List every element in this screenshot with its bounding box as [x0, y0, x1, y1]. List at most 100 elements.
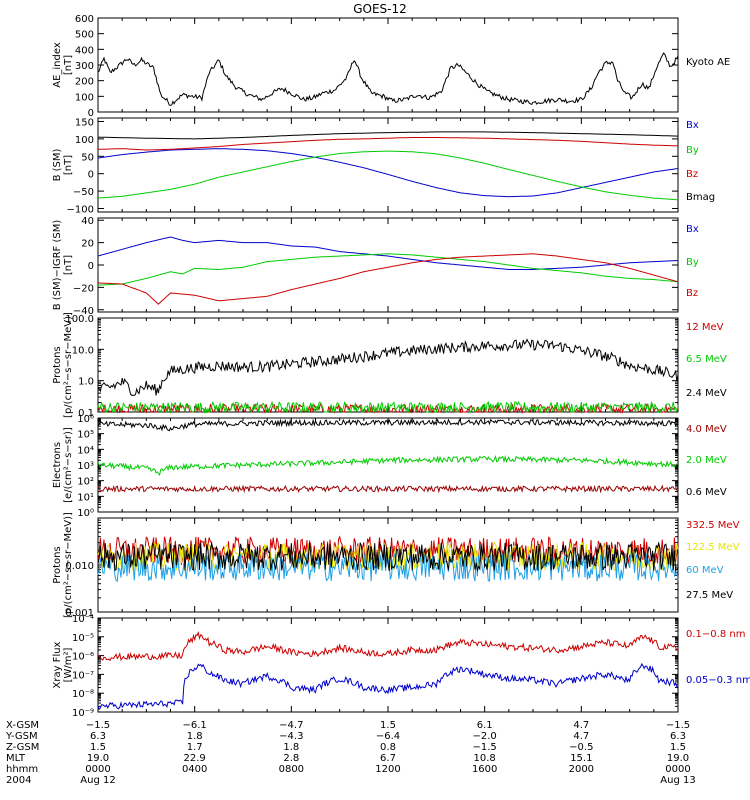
footer-value: −6.1	[183, 720, 207, 731]
series-line-4-3	[97, 338, 679, 397]
legend-label: Bmag	[686, 192, 715, 203]
footer-value: −1.5	[666, 720, 690, 731]
legend-label: Bz	[686, 169, 698, 180]
y-axis-label: Xray Flux	[52, 641, 63, 688]
legend-label: 0.1−0.8 nm	[686, 629, 745, 640]
footer-value: 15.1	[570, 753, 592, 764]
footer-value: 0400	[182, 764, 207, 775]
y-tick-label: 100	[75, 92, 94, 103]
footer-value: 19.0	[667, 753, 689, 764]
series-line-2-3	[98, 137, 679, 151]
y-axis-label: Protons	[52, 546, 63, 583]
series-line-5-1	[97, 484, 678, 494]
y-tick-label: 10⁻⁵	[72, 633, 94, 644]
legend-label: 60 MeV	[686, 565, 724, 576]
y-tick-label: 400	[75, 45, 94, 56]
footer-value: 1.5	[380, 720, 396, 731]
series-line-3-2	[98, 253, 679, 286]
footer-value: 6.7	[380, 753, 396, 764]
footer-value: 1.8	[187, 731, 203, 742]
y-axis-label: [nT]	[63, 155, 74, 175]
y-tick-label: 40	[81, 216, 94, 227]
series-line-6-4	[97, 541, 679, 573]
y-tick-label: 500	[75, 30, 94, 41]
y-tick-label: 0	[88, 261, 94, 272]
footer-value: 0.8	[380, 742, 396, 753]
y-tick-label: 50	[81, 152, 94, 163]
footer-row-label: 2004	[6, 775, 31, 786]
y-tick-label: 10⁵	[77, 430, 94, 441]
y-tick-label: 100.0	[65, 314, 94, 325]
panel-1: 0 100 200 300 400 500 600 AE_index [nT] Kyoto AE	[52, 14, 730, 119]
footer-value: 4.7	[573, 720, 589, 731]
legend-label: 0.05−0.3 nm	[686, 675, 750, 686]
y-tick-label: 20	[81, 239, 94, 250]
footer-row-label: hhmm	[6, 764, 38, 775]
y-tick-label: 0	[88, 170, 94, 181]
x-axis-ephemeris: X-GSMY-GSMZ-GSMMLThhmm2004−1.56.31.519.0…	[5, 720, 696, 786]
y-tick-label: 0.010	[65, 561, 94, 572]
footer-value: 4.7	[573, 731, 589, 742]
panel-7: 10⁻⁹ 10⁻⁸ 10⁻⁷ 10⁻⁶ 10⁻⁵ 10⁻⁴ Xray Flux [W/m²] 0…	[52, 614, 750, 719]
y-tick-label: 0	[88, 108, 94, 119]
y-tick-label: 10.0	[72, 345, 94, 356]
legend-label: 2.0 MeV	[686, 455, 727, 466]
y-tick-label: 10⁻⁶	[72, 652, 94, 663]
footer-value: 22.9	[184, 753, 206, 764]
panel-frame	[97, 217, 679, 313]
footer-row-label: Z-GSM	[6, 742, 39, 753]
y-tick-label: 300	[75, 61, 94, 72]
footer-value: −1.5	[473, 742, 497, 753]
y-tick-label: 600	[75, 14, 94, 25]
footer-value: Aug 12	[80, 775, 115, 786]
footer-value: 1.7	[187, 742, 203, 753]
y-tick-label: −100	[67, 205, 94, 216]
footer-value: 6.3	[90, 731, 106, 742]
footer-row-label: Y-GSM	[5, 731, 38, 742]
y-tick-label: −20	[73, 283, 94, 294]
legend-label: By	[686, 257, 699, 268]
series-line-4-2	[97, 400, 679, 414]
footer-value: 0000	[665, 764, 690, 775]
series-line-1-1	[97, 52, 679, 106]
footer-value: 2.8	[283, 753, 299, 764]
y-tick-label: 10⁰	[77, 508, 94, 519]
y-axis-label: AE_index	[52, 42, 63, 88]
footer-row-label: MLT	[6, 753, 26, 764]
panel-5: 10⁰ 10¹ 10² 10³ 10⁴ 10⁵ 10⁶ Electrons [e/(cm²−s−…	[52, 414, 727, 519]
y-axis-label: B (SM)	[52, 148, 63, 181]
y-tick-label: −40	[73, 306, 94, 317]
footer-value: 19.0	[87, 753, 109, 764]
y-tick-label: 0.1	[78, 408, 94, 419]
footer-value: 6.3	[670, 731, 686, 742]
legend-label: Bx	[686, 224, 699, 235]
footer-value: −0.5	[569, 742, 593, 753]
series-line-7-1	[97, 630, 679, 662]
y-axis-label: [W/m²]	[63, 647, 74, 682]
legend-label: 2.4 MeV	[686, 388, 727, 399]
legend-label: 4.0 MeV	[686, 424, 727, 435]
y-axis-label: B (SM)−IGRF (SM)	[52, 220, 63, 311]
series-line-4-1	[97, 402, 679, 414]
legend-label: 12 MeV	[686, 322, 724, 333]
footer-value: −4.3	[279, 731, 303, 742]
y-tick-label: 10³	[77, 461, 94, 472]
footer-value: 2000	[569, 764, 594, 775]
y-tick-label: 10⁴	[77, 445, 94, 456]
footer-value: −2.0	[473, 731, 497, 742]
legend-label: 332.5 MeV	[686, 520, 740, 531]
panel-3: −40 −20 0 20 40 B (SM)−IGRF (SM) [nT] Bx By Bz	[52, 216, 699, 317]
y-tick-label: 10⁻⁸	[72, 689, 94, 700]
panel-frame	[97, 417, 679, 513]
footer-row-label: X-GSM	[6, 720, 39, 731]
panel-frame	[97, 617, 679, 713]
footer-value: 0800	[279, 764, 304, 775]
series-line-5-3	[97, 418, 679, 432]
y-axis-label: Electrons	[52, 442, 63, 488]
legend-label: 122.5 MeV	[686, 542, 740, 553]
y-tick-label: 150	[75, 117, 94, 128]
footer-value: −4.7	[279, 720, 303, 731]
